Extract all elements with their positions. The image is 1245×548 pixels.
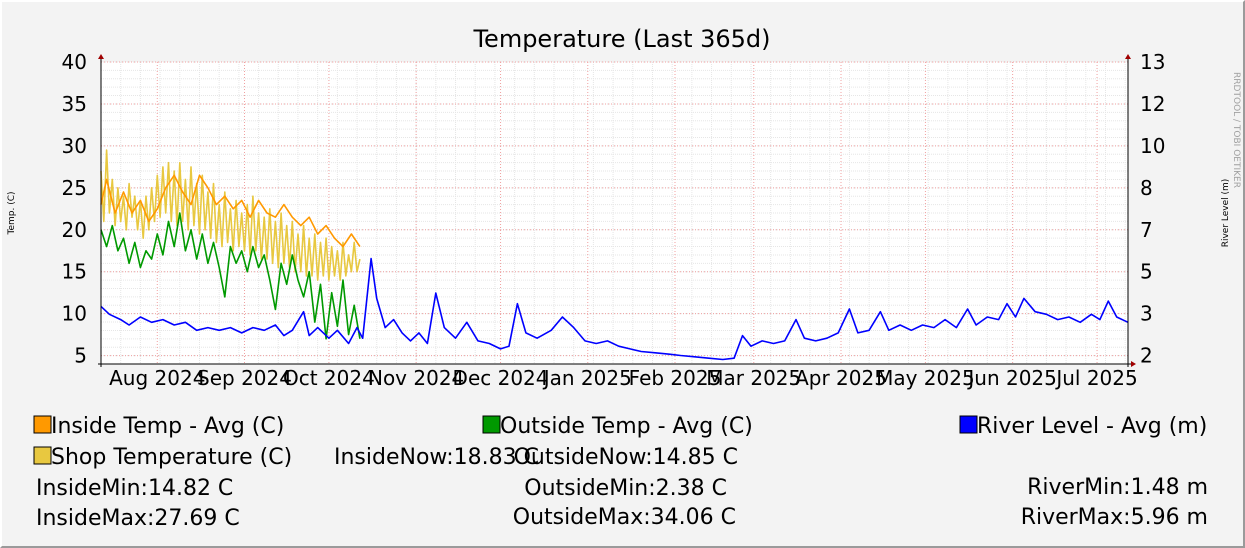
x-axis-arrow [1131,361,1136,367]
y-tick-label: 15 [62,260,87,284]
stat-inside-max: InsideMax:27.69 C [36,506,240,531]
stats: InsideNow:18.83 C OutsideNow:14.85 C Ins… [36,445,1208,531]
y-tick-label: 40 [62,50,87,74]
legend-label-river: River Level - Avg (m) [977,414,1207,439]
x-tick-label: Aug 2024 [109,366,205,390]
stat-inside-min: InsideMin:14.82 C [36,476,233,501]
x-tick-label: Jul 2025 [1054,366,1137,390]
stat-outside-max: OutsideMax:34.06 C [513,505,736,530]
y-tick-label: 25 [62,176,87,200]
y2-tick-label: 3 [1140,302,1153,326]
x-tick-label: Dec 2024 [453,366,549,390]
x-tick-label: Jan 2025 [542,366,632,390]
legend: Inside Temp - Avg (C) Outside Temp - Avg… [33,414,1207,470]
x-tick-label: Oct 2024 [283,366,375,390]
stat-outside-min: OutsideMin:2.38 C [524,476,727,501]
stat-river-max: RiverMax:5.96 m [1021,505,1208,530]
x-tick-label: Feb 2025 [629,366,722,390]
x-tick-label: Mar 2025 [706,366,801,390]
y-tick-label: 5 [74,344,87,368]
legend-swatch-river [959,415,978,434]
y-tick-label: 35 [62,92,87,116]
watermark: RRDTOOL / TOBI OETIKER [1231,72,1241,188]
y2-axis-arrow [1125,54,1131,59]
y2-tick-label: 7 [1140,218,1153,242]
series-line-shop-temperature-c [100,149,361,281]
series-line-outside-temp-avg-c [100,212,361,340]
y2-tick-label: 8 [1140,176,1153,200]
y-tick-label: 20 [62,218,87,242]
x-tick-label: May 2025 [876,366,975,390]
x-tick-label: Apr 2025 [795,366,887,390]
y2-tick-label: 12 [1140,92,1165,116]
y2-tick-label: 5 [1140,260,1153,284]
legend-label-shop: Shop Temperature (C) [51,445,292,470]
stat-inside-now: InsideNow:18.83 C [334,445,539,470]
legend-label-inside: Inside Temp - Avg (C) [51,414,284,439]
x-tick-label: Jun 2025 [966,366,1057,390]
y-tick-label: 30 [62,134,87,158]
y-axis-label: Temp. (C) [7,191,17,235]
legend-swatch-outside [482,415,501,434]
y-axis-arrow [98,54,104,59]
stat-outside-now: OutsideNow:14.85 C [514,445,738,470]
legend-label-outside: Outside Temp - Avg (C) [500,414,753,439]
stat-river-min: RiverMin:1.48 m [1027,475,1208,500]
y2-tick-label: 2 [1140,344,1153,368]
series-line-river-level-avg-m [100,257,1129,361]
legend-swatch-shop [33,446,52,465]
y2-tick-label: 10 [1140,134,1165,158]
chart-title: Temperature (Last 365d) [472,25,770,53]
y-tick-label: 10 [62,302,87,326]
y2-tick-label: 13 [1140,50,1165,74]
y2-axis-label: River Level (m) [1221,179,1231,248]
x-tick-label: Sep 2024 [197,366,292,390]
legend-swatch-inside [33,415,52,434]
series-line-inside-temp-avg-c [100,174,361,248]
x-tick-label: Nov 2024 [368,366,464,390]
